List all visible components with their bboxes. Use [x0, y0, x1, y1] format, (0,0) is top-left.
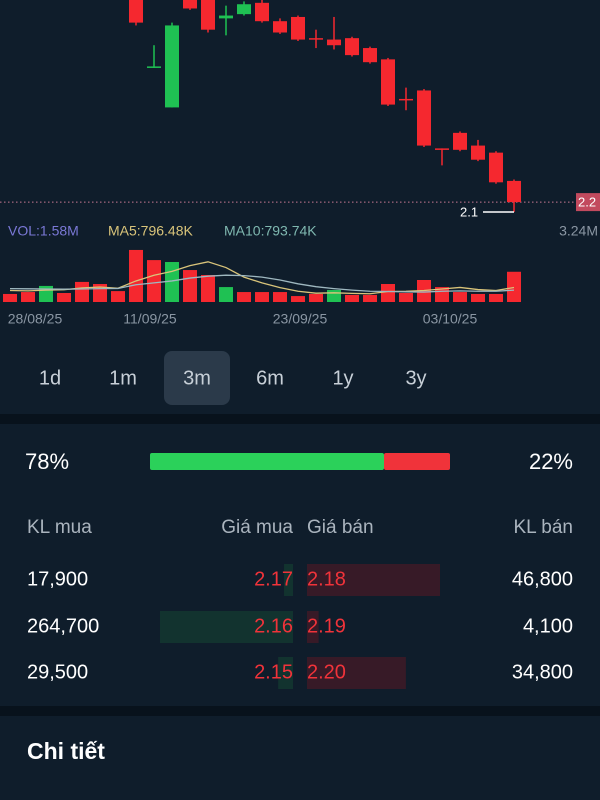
column-header: Giá bán [307, 517, 374, 538]
buy-depth-bar [278, 657, 293, 689]
volume-bar [399, 293, 413, 302]
candle-body [381, 59, 395, 105]
buy-ratio: 78% [25, 449, 69, 474]
sell-depth-bar [307, 611, 319, 643]
candle-body [309, 38, 323, 40]
candle-body [417, 90, 431, 146]
buy-volume: 264,700 [27, 615, 99, 637]
last-price-label: 2.2 [578, 195, 596, 210]
volume-bar [237, 292, 251, 302]
period-tab[interactable]: 3y [405, 367, 426, 389]
last-price-badge [576, 193, 600, 212]
buy-price: 2.16 [254, 615, 293, 637]
candle-body [435, 148, 449, 150]
volume-bar [453, 292, 467, 302]
candle-body [147, 66, 161, 68]
volume-bar [291, 296, 305, 302]
ma5-label: MA5:796.48K [108, 223, 193, 239]
candle-body [345, 38, 359, 56]
volume-bar [345, 294, 359, 302]
ma10-line [9, 274, 515, 293]
sell-ratio-bar [384, 453, 450, 470]
candle-body [129, 0, 143, 23]
volume-bar [381, 284, 395, 302]
x-tick-label: 28/08/25 [8, 311, 63, 327]
x-tick-label: 03/10/25 [423, 311, 478, 327]
candle-body [399, 98, 413, 101]
sell-volume: 4,100 [523, 615, 573, 637]
price-pane [129, 0, 521, 212]
period-tab[interactable]: 1y [332, 367, 353, 389]
volume-bar [111, 291, 125, 302]
buy-price: 2.17 [254, 568, 293, 590]
ma5-line [9, 261, 515, 295]
column-header: Giá mua [221, 517, 293, 538]
candle-body [273, 21, 287, 33]
volume-bar [147, 260, 161, 302]
buy-depth-bar [160, 611, 293, 643]
sell-ratio: 22% [529, 449, 573, 474]
volume-bar [489, 293, 503, 302]
volume-bar [219, 287, 233, 302]
separator [0, 706, 600, 716]
sell-price: 2.20 [307, 661, 346, 683]
buy-price: 2.15 [254, 661, 293, 683]
volume-bar [273, 292, 287, 302]
volume-bar [201, 275, 215, 302]
low-label: 2.1 [460, 204, 478, 219]
sell-depth-bar [307, 657, 406, 689]
buy-ratio-bar [150, 453, 384, 470]
candle-body [291, 16, 305, 40]
candle-body [327, 39, 341, 46]
section-title[interactable]: Chi tiết [27, 738, 105, 764]
candle-body [507, 180, 521, 203]
sell-price: 2.19 [307, 615, 346, 637]
candle-body [255, 2, 269, 22]
volume-bar [57, 293, 71, 302]
period-tab[interactable]: 1d [39, 367, 61, 389]
volume-label: VOL:1.58M [8, 223, 79, 239]
separator [0, 414, 600, 424]
buy-volume: 17,900 [27, 568, 88, 590]
column-header: KL bán [513, 517, 573, 538]
volume-bar [129, 249, 143, 302]
period-tab[interactable]: 3m [183, 367, 211, 389]
volume-bar [183, 270, 197, 302]
volume-bar [327, 289, 341, 302]
period-tab-selected[interactable] [164, 351, 230, 405]
volume-bar [507, 271, 521, 302]
candle-body [201, 0, 215, 30]
volume-max-label: 3.24M [559, 223, 598, 239]
buy-volume: 29,500 [27, 661, 88, 683]
buy-depth-bar [284, 564, 293, 596]
volume-bar [363, 294, 377, 302]
volume-bar [309, 293, 323, 302]
candle-body [471, 145, 485, 160]
sell-price: 2.18 [307, 568, 346, 590]
sell-volume: 46,800 [512, 568, 573, 590]
period-tab[interactable]: 6m [256, 367, 284, 389]
volume-bar [3, 293, 17, 302]
sell-depth-bar [307, 564, 440, 596]
volume-bar [255, 292, 269, 302]
candle-body [453, 132, 467, 150]
volume-bar [75, 281, 89, 302]
candle-body [165, 25, 179, 108]
candle-body [219, 15, 233, 19]
candle-body [183, 0, 197, 9]
sell-volume: 34,800 [512, 661, 573, 683]
period-tab[interactable]: 1m [109, 367, 137, 389]
x-tick-label: 23/09/25 [273, 311, 328, 327]
ma10-label: MA10:793.74K [224, 223, 317, 239]
candle-body [363, 48, 377, 63]
volume-bar [471, 293, 485, 302]
volume-bar [21, 292, 35, 302]
candle-body [237, 4, 251, 15]
column-header: KL mua [27, 517, 92, 538]
x-tick-label: 11/09/25 [123, 311, 177, 327]
candle-body [489, 152, 503, 183]
